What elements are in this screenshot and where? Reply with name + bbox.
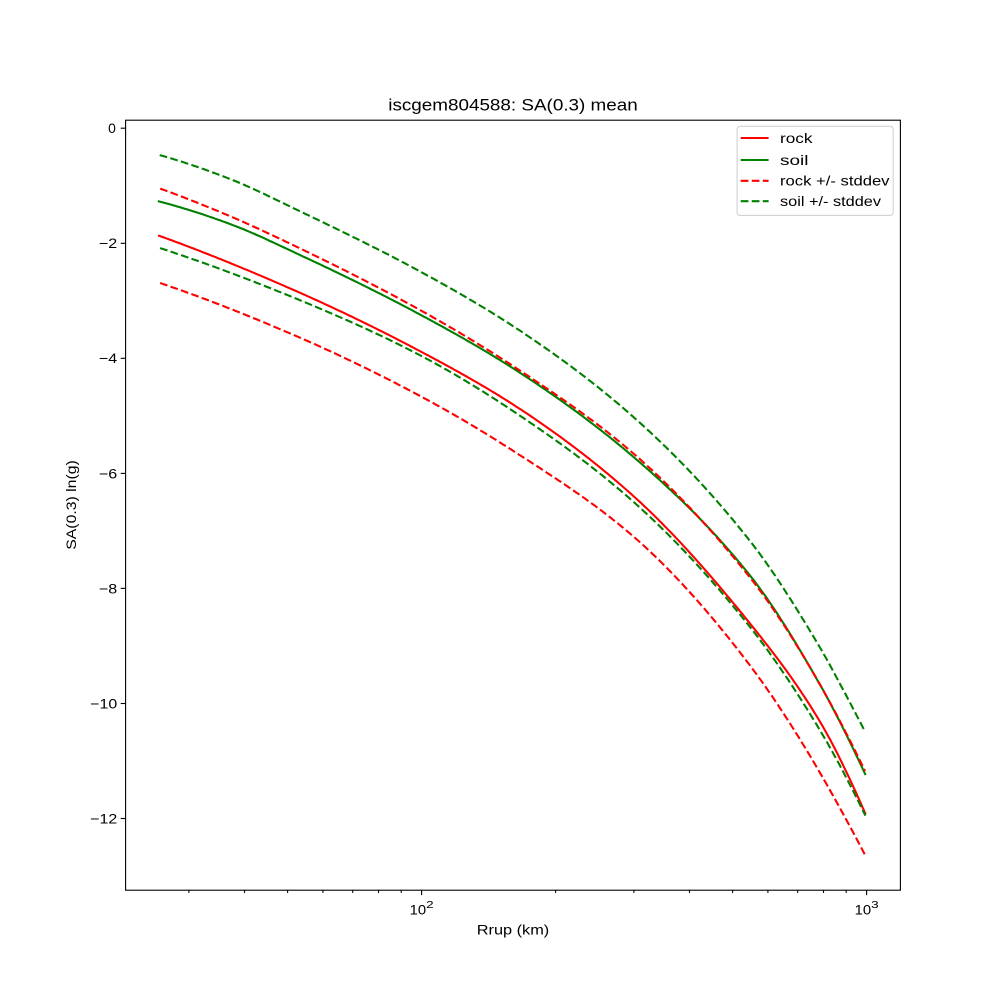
svg-text:−4: −4 <box>99 350 118 366</box>
svg-text:soil: soil <box>780 152 809 168</box>
svg-text:rock +/- stddev: rock +/- stddev <box>780 173 890 189</box>
svg-text:0: 0 <box>108 120 116 136</box>
svg-text:SA(0.3) ln(g): SA(0.3) ln(g) <box>63 460 79 550</box>
svg-text:−8: −8 <box>99 580 118 596</box>
svg-text:103: 103 <box>855 900 880 917</box>
svg-text:−12: −12 <box>90 810 117 826</box>
svg-text:−10: −10 <box>90 695 117 711</box>
svg-text:soil +/- stddev: soil +/- stddev <box>780 193 881 209</box>
svg-text:−6: −6 <box>99 465 118 481</box>
svg-text:rock: rock <box>780 130 813 146</box>
svg-text:iscgem804588: SA(0.3) mean: iscgem804588: SA(0.3) mean <box>388 96 638 115</box>
svg-text:102: 102 <box>410 900 435 917</box>
svg-text:−2: −2 <box>99 235 118 251</box>
svg-text:Rrup (km): Rrup (km) <box>477 922 550 938</box>
